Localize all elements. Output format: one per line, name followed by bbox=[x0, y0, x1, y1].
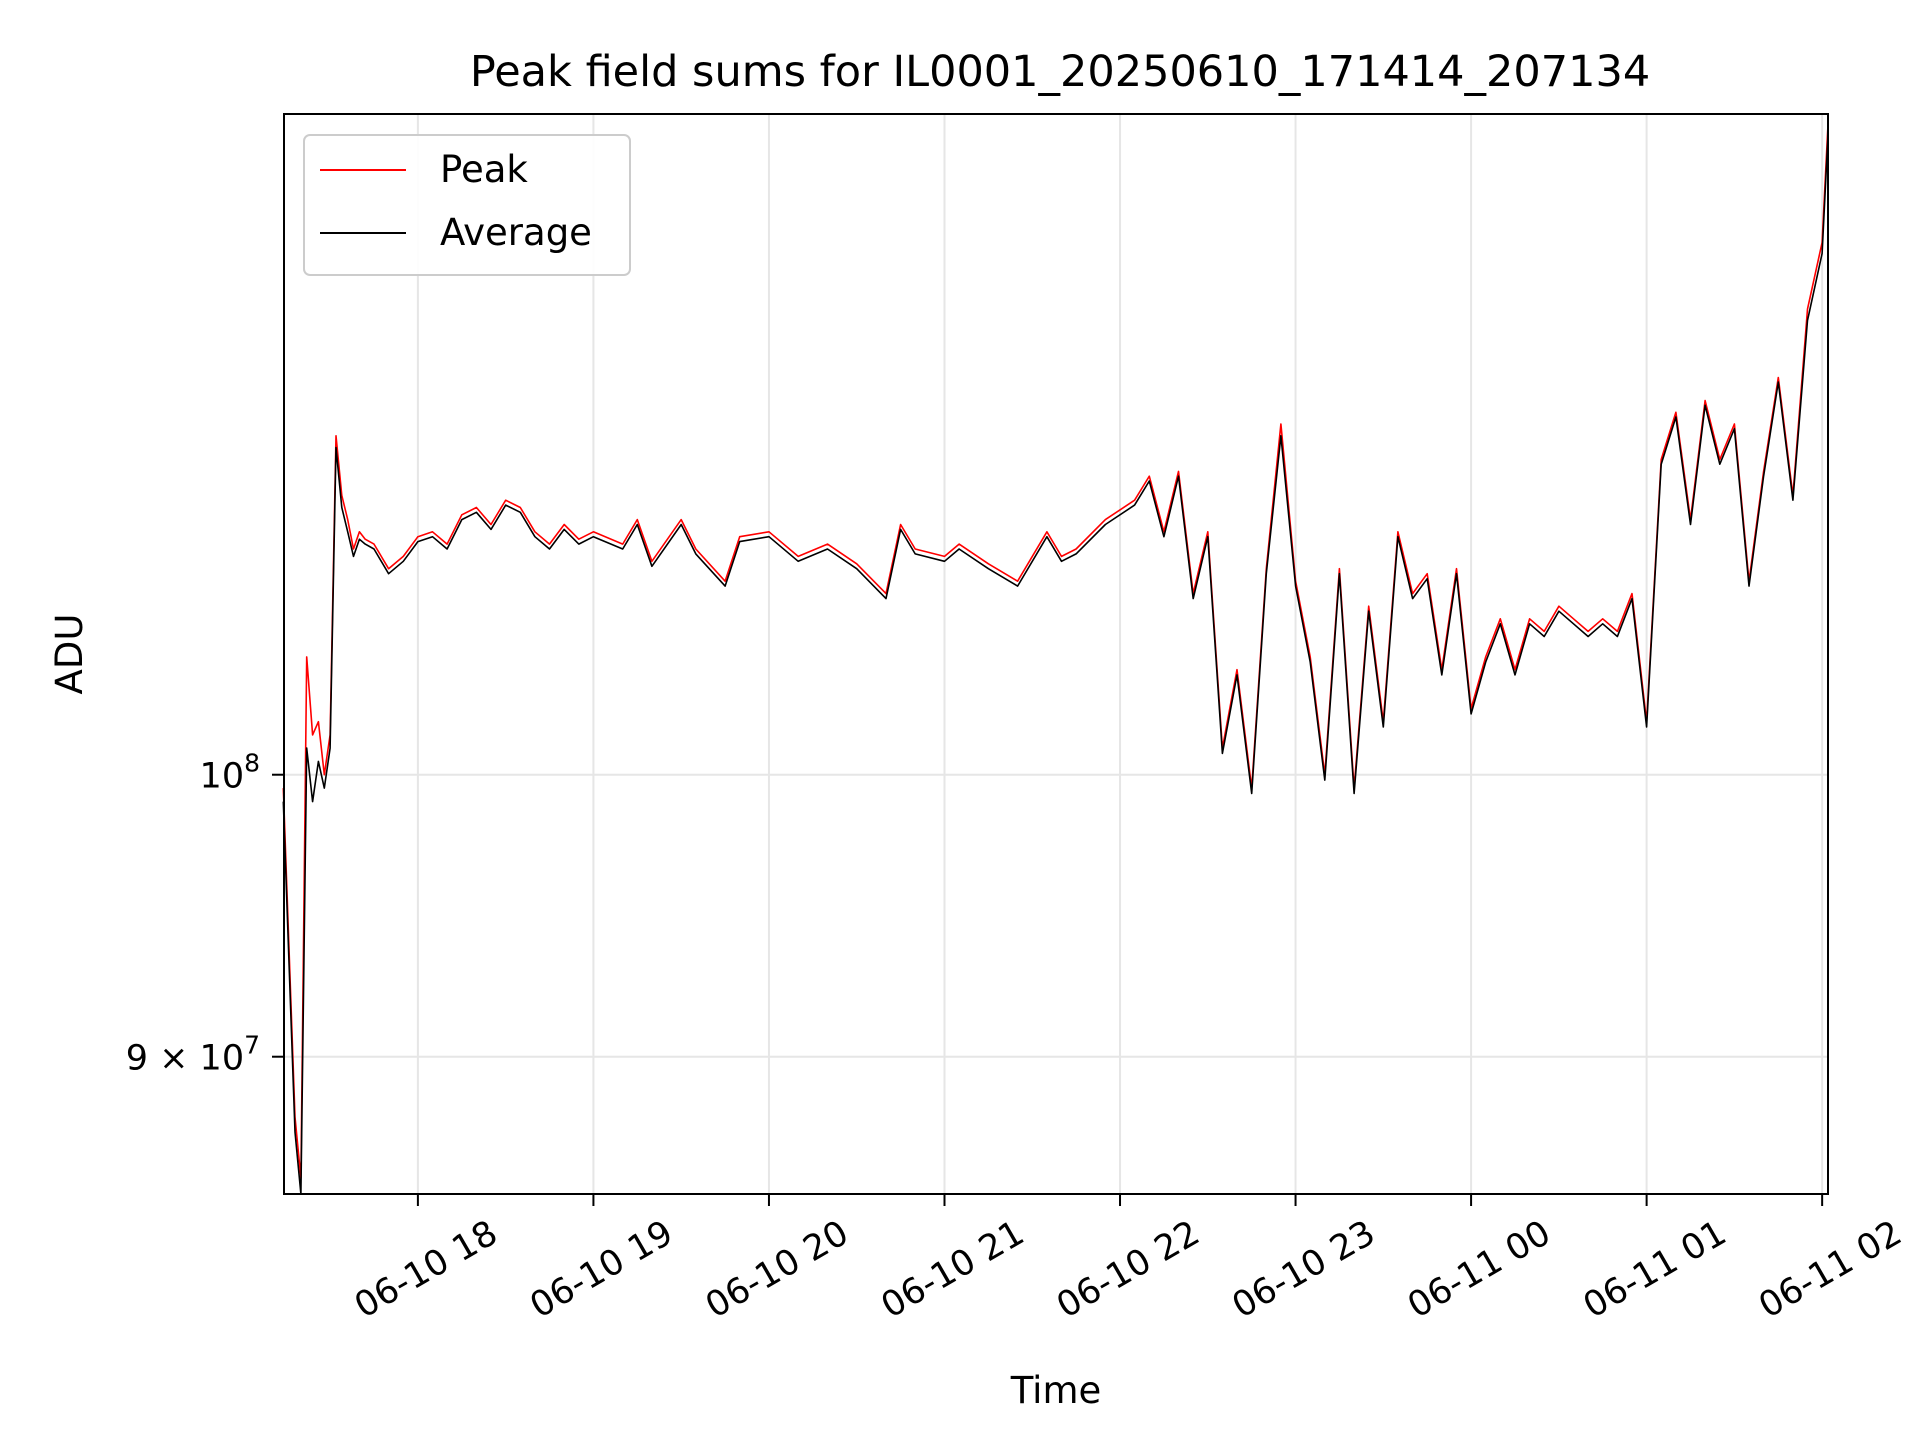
x-axis-label: Time bbox=[1010, 1369, 1102, 1412]
y-axis-label: ADU bbox=[48, 614, 91, 695]
legend: Peak Average bbox=[303, 134, 631, 276]
plot-area bbox=[282, 113, 1829, 1195]
plot-background bbox=[284, 114, 1828, 1194]
y-tick-label: 108 bbox=[200, 749, 260, 797]
series-line-peak bbox=[282, 124, 1829, 1180]
y-tick-label: 9 × 107 bbox=[126, 1031, 260, 1079]
series-line-average bbox=[282, 134, 1829, 1195]
plot-frame bbox=[283, 113, 1829, 1195]
grid-lines bbox=[284, 114, 1828, 1194]
legend-average-label: Average bbox=[440, 211, 592, 254]
series-lines bbox=[282, 124, 1829, 1195]
legend-peak-label: Peak bbox=[440, 148, 528, 191]
chart-title: Peak field sums for IL0001_20250610_1714… bbox=[470, 47, 1650, 97]
y-axis: 9 × 107 108 bbox=[126, 749, 284, 1079]
